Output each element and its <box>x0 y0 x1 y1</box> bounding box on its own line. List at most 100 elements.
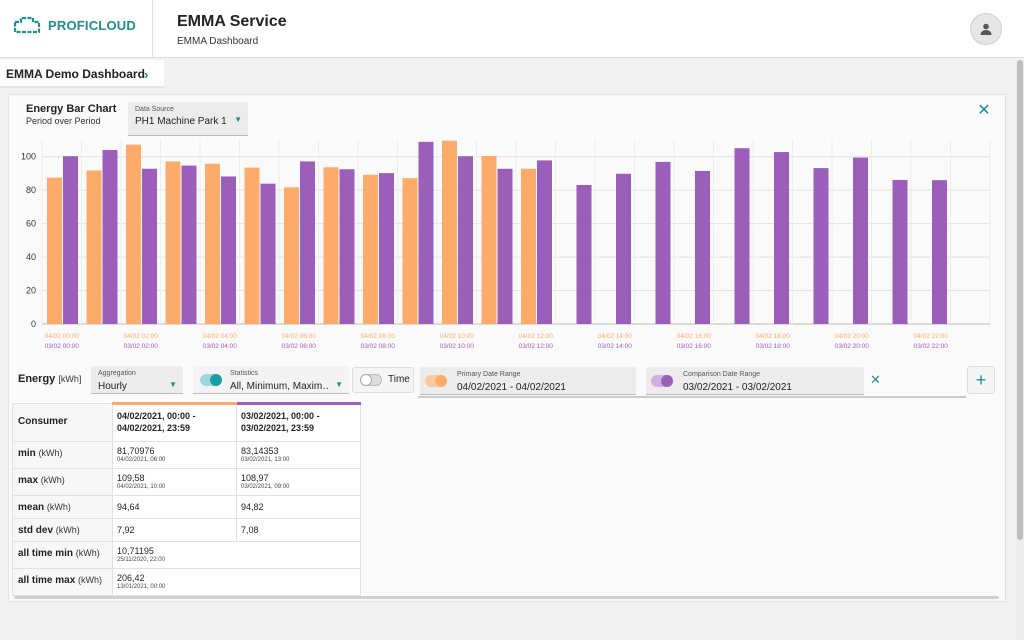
table-cell: 94,82 <box>236 495 361 519</box>
x-tick-label-comparison: 03/02 04:00 <box>203 343 238 350</box>
comparison-range-toggle[interactable] <box>651 375 673 387</box>
divider <box>152 0 153 58</box>
caret-down-icon: ▼ <box>234 115 242 124</box>
comparison-bar <box>458 156 473 324</box>
cell-value: 7,08 <box>241 525 259 535</box>
logo[interactable]: PROFICLOUD <box>12 16 136 34</box>
toggle-knob <box>661 375 673 387</box>
cell-value: 206,42 <box>117 573 145 583</box>
x-tick-label-primary: 04/02 12:00 <box>519 333 554 340</box>
comparison-bar <box>300 161 315 324</box>
app-title: EMMA Service <box>177 13 287 30</box>
comparison-bar <box>576 184 592 324</box>
table-header-cell: 03/02/2021, 00:00 - 03/02/2021, 23:59 <box>236 402 361 442</box>
person-icon <box>980 23 992 35</box>
time-toggle[interactable] <box>360 374 382 386</box>
toggle-knob <box>210 374 222 386</box>
table-cell: 206,42 13/01/2021, 00:00 <box>112 568 361 596</box>
x-tick-label-comparison: 03/02 02:00 <box>124 343 159 350</box>
primary-bar <box>481 156 497 324</box>
primary-bar <box>442 140 457 324</box>
row-unit: (kWh) <box>40 475 65 485</box>
consumer-header: Consumer <box>18 416 68 427</box>
comparison-bar <box>774 152 789 324</box>
scrollbar-thumb[interactable] <box>1017 60 1023 540</box>
chevron-right-icon[interactable]: › <box>144 67 149 82</box>
comparison-period-header: 03/02/2021, 00:00 - 03/02/2021, 23:59 <box>241 411 320 433</box>
primary-bar <box>244 167 260 324</box>
primary-bar <box>363 174 378 324</box>
data-source-select[interactable]: Data Source PH1 Machine Park 1 ▼ <box>128 102 248 136</box>
table-cell: 109,58 04/02/2021, 10:00 <box>112 468 237 496</box>
row-label: all time min <box>18 548 74 559</box>
statistics-value: All, Minimum, Maxim… <box>230 381 328 392</box>
table-row: mean (kWh) 94,64 94,82 <box>12 495 361 519</box>
primary-date-range[interactable]: Primary Date Range 04/02/2021 - 04/02/20… <box>420 367 636 395</box>
comparison-bar <box>932 180 947 324</box>
cell-value: 109,58 <box>117 473 145 483</box>
table-cell: max (kWh) <box>12 468 113 496</box>
cell-value: 7,92 <box>117 525 135 535</box>
comparison-bar <box>379 173 394 324</box>
row-unit: (kWh) <box>46 502 71 512</box>
primary-bar <box>47 177 62 324</box>
table-cell: 7,92 <box>112 518 237 542</box>
primary-bar <box>521 168 536 324</box>
statistics-toggle[interactable] <box>200 374 222 386</box>
clear-comparison-button[interactable]: ✕ <box>870 372 881 387</box>
widget-subtitle: Period over Period <box>26 116 101 126</box>
comparison-range-value: 03/02/2021 - 03/02/2021 <box>683 382 792 393</box>
table-cell: std dev (kWh) <box>12 518 113 542</box>
primary-period-header: 04/02/2021, 00:00 - 04/02/2021, 23:59 <box>117 411 196 433</box>
statistics-label: Statistics <box>230 370 259 377</box>
primary-bar <box>86 170 102 324</box>
table-row: max (kWh) 109,58 04/02/2021, 10:00 108,97… <box>12 468 361 496</box>
row-label: min <box>18 448 36 459</box>
primary-range-toggle[interactable] <box>425 375 447 387</box>
primary-bar <box>323 167 339 324</box>
table-cell: all time max (kWh) <box>12 568 113 596</box>
row-unit: (kWh) <box>75 548 100 558</box>
widget-title: Energy Bar Chart <box>26 103 117 115</box>
table-cell: 10,71195 25/11/2020, 22:00 <box>112 541 361 569</box>
x-tick-label-comparison: 03/02 14:00 <box>598 343 633 350</box>
horizontal-scrollbar[interactable] <box>14 596 999 599</box>
comparison-bar <box>853 157 868 324</box>
comparison-bar <box>734 148 750 324</box>
x-tick-label-comparison: 03/02 22:00 <box>914 343 949 350</box>
caret-down-icon: ▼ <box>335 380 343 389</box>
x-tick-label-primary: 04/02 02:00 <box>124 333 159 340</box>
comparison-bar <box>695 170 710 324</box>
x-tick-label-primary: 04/02 20:00 <box>835 333 870 340</box>
cell-value: 94,82 <box>241 502 264 512</box>
close-widget-button[interactable]: ✕ <box>977 102 991 119</box>
comparison-date-range[interactable]: Comparison Date Range 03/02/2021 - 03/02… <box>646 367 864 395</box>
logo-text: PROFICLOUD <box>48 17 136 33</box>
row-label: mean <box>18 502 45 513</box>
tab-dashboard[interactable]: EMMA Demo Dashboard › <box>0 60 164 88</box>
aggregation-select[interactable]: Aggregation Hourly ▼ <box>91 366 183 394</box>
primary-bar <box>205 163 220 324</box>
app-subtitle: EMMA Dashboard <box>177 36 259 47</box>
x-tick-label-primary: 04/02 14:00 <box>598 333 633 340</box>
cell-value: 94,64 <box>117 502 140 512</box>
y-tick-label: 40 <box>26 252 36 262</box>
proficloud-logo-icon <box>13 16 41 34</box>
aggregation-label: Aggregation <box>98 370 136 377</box>
statistics-select[interactable]: Statistics All, Minimum, Maxim… ▼ <box>193 366 349 394</box>
time-toggle-control[interactable]: Time <box>352 367 414 393</box>
primary-range-value: 04/02/2021 - 04/02/2021 <box>457 382 566 393</box>
comparison-bar <box>616 173 631 324</box>
cell-timestamp: 04/02/2021, 06:00 <box>117 457 166 463</box>
table-cell: 108,97 03/02/2021, 09:00 <box>236 468 361 496</box>
x-tick-label-comparison: 03/02 16:00 <box>677 343 712 350</box>
x-tick-label-primary: 04/02 00:00 <box>45 333 80 340</box>
cell-timestamp: 25/11/2020, 22:00 <box>117 557 165 563</box>
cell-timestamp: 13/01/2021, 00:00 <box>117 584 166 590</box>
user-avatar-button[interactable] <box>970 13 1002 45</box>
y-tick-label: 60 <box>26 219 36 229</box>
add-button[interactable]: + <box>967 366 995 394</box>
cell-timestamp: 04/02/2021, 10:00 <box>117 484 166 490</box>
x-tick-label-comparison: 03/02 18:00 <box>756 343 791 350</box>
y-tick-label: 20 <box>26 286 36 296</box>
